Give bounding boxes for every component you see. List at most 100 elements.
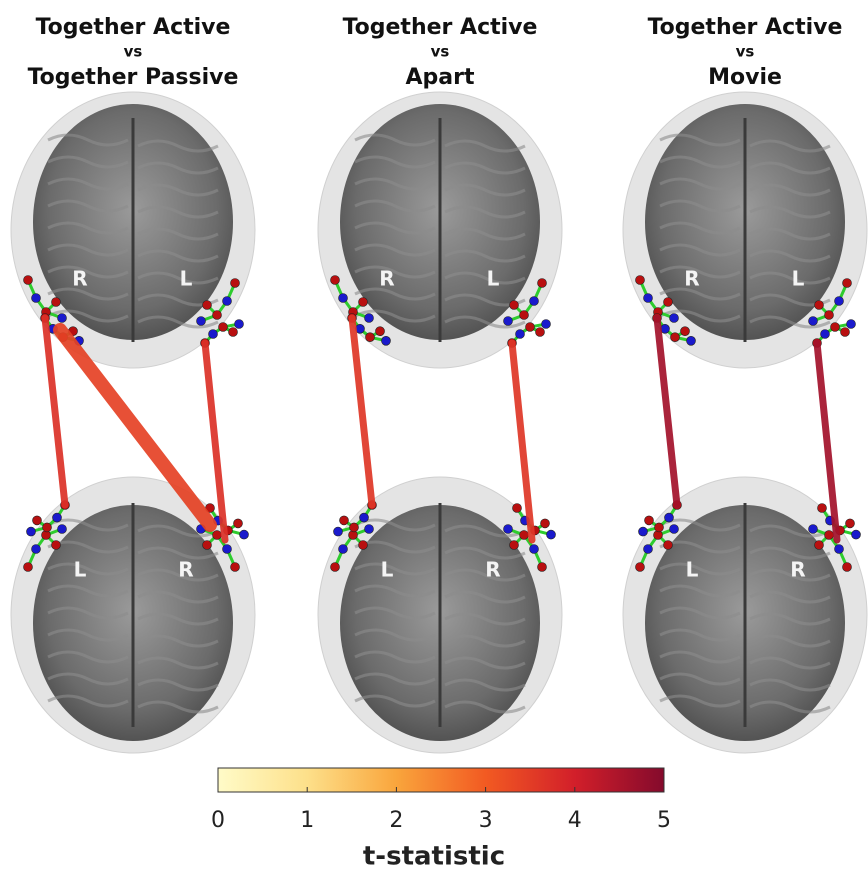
electrode xyxy=(520,311,529,320)
electrode xyxy=(670,525,679,534)
electrode xyxy=(376,327,385,336)
electrode xyxy=(382,336,391,345)
connection xyxy=(352,318,372,505)
electrode xyxy=(58,314,67,323)
electrode xyxy=(504,317,513,326)
electrode xyxy=(818,504,827,513)
electrode xyxy=(197,317,206,326)
electrode xyxy=(687,336,696,345)
colorbar-tick-label: 4 xyxy=(568,808,582,833)
electrode xyxy=(58,525,67,534)
hemisphere-label: L xyxy=(180,267,193,291)
hemisphere-label: R xyxy=(485,558,500,582)
electrode xyxy=(331,563,340,572)
electrode xyxy=(334,527,343,536)
electrode xyxy=(360,513,369,522)
hemisphere-label: R xyxy=(684,267,699,291)
colorbar-tick-label: 1 xyxy=(300,808,314,833)
electrode xyxy=(366,333,375,342)
panel-title: Apart xyxy=(406,65,475,90)
electrode xyxy=(513,504,522,513)
panel-title: Together Active xyxy=(343,15,538,40)
electrode xyxy=(847,320,856,329)
electrode xyxy=(636,563,645,572)
electrode xyxy=(510,301,519,310)
colorbar xyxy=(218,768,664,792)
electrode xyxy=(821,330,830,339)
electrode xyxy=(203,301,212,310)
electrode xyxy=(835,297,844,306)
electrode xyxy=(530,297,539,306)
electrode xyxy=(231,563,240,572)
hemisphere-label: R xyxy=(178,558,193,582)
electrode xyxy=(213,311,222,320)
electrode xyxy=(339,545,348,554)
electrode xyxy=(24,276,33,285)
electrode xyxy=(223,545,232,554)
panel-title: Together Passive xyxy=(28,65,239,90)
electrode xyxy=(636,276,645,285)
panel-title: Together Active xyxy=(36,15,231,40)
electrode xyxy=(516,330,525,339)
electrode xyxy=(542,320,551,329)
electrode xyxy=(510,541,519,550)
figure: t-statistic Together Active vs Together Pa… xyxy=(0,0,868,869)
title-vs: vs xyxy=(736,43,755,61)
electrode xyxy=(520,531,529,540)
electrode xyxy=(350,523,359,532)
electrode xyxy=(340,516,349,525)
electrode xyxy=(33,516,42,525)
hemisphere-label: R xyxy=(790,558,805,582)
connection xyxy=(45,318,65,505)
electrode xyxy=(831,323,840,332)
title-vs: vs xyxy=(431,43,450,61)
electrode xyxy=(846,519,855,528)
electrode xyxy=(843,279,852,288)
hemisphere-label: R xyxy=(379,267,394,291)
hemisphere-label: L xyxy=(487,267,500,291)
electrode xyxy=(825,531,834,540)
electrode xyxy=(644,294,653,303)
hemisphere-label: L xyxy=(381,558,394,582)
electrode xyxy=(815,301,824,310)
electrode xyxy=(53,513,62,522)
electrode xyxy=(809,317,818,326)
electrode xyxy=(530,545,539,554)
electrode xyxy=(526,323,535,332)
colorbar-label: t-statistic xyxy=(363,842,505,869)
electrode xyxy=(219,323,228,332)
electrode xyxy=(538,279,547,288)
electrode xyxy=(681,327,690,336)
hemisphere-label: L xyxy=(74,558,87,582)
electrode xyxy=(359,541,368,550)
electrode xyxy=(331,276,340,285)
electrode xyxy=(664,541,673,550)
electrode xyxy=(27,527,36,536)
electrode xyxy=(841,328,850,337)
electrode xyxy=(541,519,550,528)
electrode xyxy=(645,516,654,525)
electrode xyxy=(664,298,673,307)
electrode xyxy=(235,320,244,329)
electrode xyxy=(815,541,824,550)
electrode xyxy=(32,294,41,303)
electrode xyxy=(213,531,222,540)
electrode xyxy=(843,563,852,572)
connection xyxy=(657,318,677,505)
colorbar-tick-label: 0 xyxy=(211,808,225,833)
electrode xyxy=(536,328,545,337)
electrode xyxy=(365,314,374,323)
electrode xyxy=(52,298,61,307)
electrode xyxy=(229,328,238,337)
electrode xyxy=(504,525,513,534)
electrode xyxy=(538,563,547,572)
electrode xyxy=(52,541,61,550)
electrode xyxy=(655,523,664,532)
electrode xyxy=(231,279,240,288)
electrode xyxy=(32,545,41,554)
electrode xyxy=(240,530,249,539)
hemisphere-label: R xyxy=(72,267,87,291)
title-vs: vs xyxy=(124,43,143,61)
electrode xyxy=(365,525,374,534)
electrode xyxy=(339,294,348,303)
